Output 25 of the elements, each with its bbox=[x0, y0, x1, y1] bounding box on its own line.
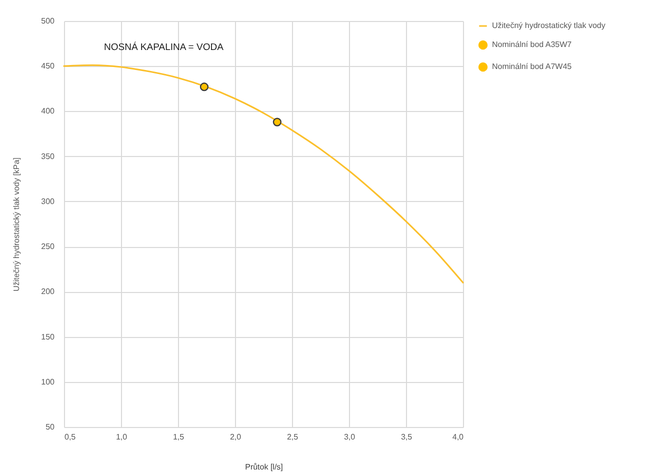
y-tick-label: 50 bbox=[46, 422, 56, 432]
legend-label: Nominální bod A35W7 bbox=[492, 40, 572, 49]
x-tick-label: 2,0 bbox=[230, 432, 242, 442]
line-series bbox=[63, 64, 464, 284]
y-axis-title: Užitečný hydrostatický tlak vody [kPa] bbox=[12, 158, 22, 292]
x-tick-label: 1,5 bbox=[172, 432, 185, 442]
x-tick-label: 1,0 bbox=[116, 432, 128, 442]
y-tick-label: 450 bbox=[41, 62, 56, 71]
y-tick-label: 500 bbox=[41, 16, 56, 26]
y-tick-label: 200 bbox=[41, 287, 56, 296]
annotation: NOSNÁ KAPALINA = VODA bbox=[104, 41, 224, 53]
y-tick-label: 350 bbox=[41, 152, 56, 161]
x-tick-label: 4,0 bbox=[452, 432, 464, 442]
x-tick-label: 0,5 bbox=[64, 432, 76, 442]
legend-label: Nominální bod A7W45 bbox=[492, 62, 572, 71]
legend-label: Užitečný hydrostatický tlak vody bbox=[492, 21, 606, 30]
y-tick-label: 300 bbox=[41, 196, 56, 206]
x-axis-title: Průtok [l/s] bbox=[245, 462, 283, 472]
x-tick-label: 3,0 bbox=[344, 432, 356, 442]
y-tick-label: 100 bbox=[41, 377, 56, 386]
y-tick-label: 400 bbox=[41, 106, 56, 116]
x-tick-label: 2,5 bbox=[286, 432, 299, 442]
y-tick-label: 250 bbox=[41, 242, 56, 252]
y-tick-label: 150 bbox=[41, 332, 56, 342]
x-tick-label: 3,5 bbox=[400, 432, 413, 442]
